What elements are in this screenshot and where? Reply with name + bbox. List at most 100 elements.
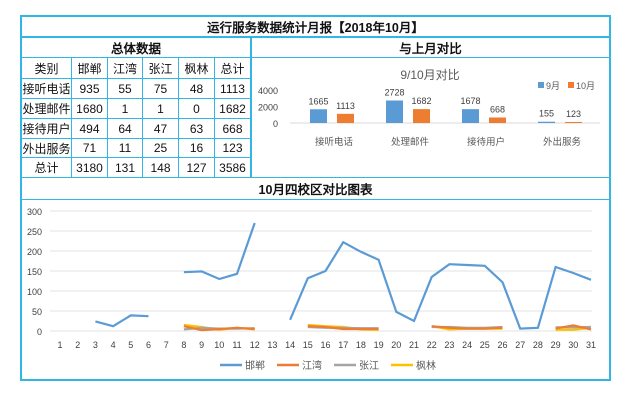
bar-label: 123 [566,109,581,119]
table-cell: 外出服务 [20,139,72,158]
y-tick: 50 [32,307,42,317]
legend-label: 10月 [576,81,595,91]
x-tick: 20 [391,340,401,350]
x-tick: 27 [515,340,525,350]
x-tick: 6 [146,340,151,350]
table-cell: 1680 [72,99,108,119]
bar-label: 155 [539,109,554,119]
x-tick: 24 [462,340,472,350]
table-cell: 0 [179,99,215,119]
line-邯郸 [95,222,592,330]
x-tick: 13 [267,340,277,350]
x-tick: 接听电话 [315,136,354,148]
x-tick: 11 [232,340,241,350]
x-tick: 26 [497,340,507,350]
column-header: 张江 [143,58,179,79]
x-tick: 30 [568,340,578,350]
table-cell: 处理邮件 [20,99,72,119]
x-tick: 4 [111,340,116,350]
bar-label: 1682 [411,96,431,106]
bar-9月 [538,121,555,123]
x-tick: 1 [57,340,62,350]
x-tick: 16 [320,340,330,350]
table-cell: 123 [215,139,252,158]
y-tick: 0 [273,119,278,129]
column-header: 邯郸 [72,58,108,79]
x-tick: 25 [480,340,490,350]
x-tick: 19 [374,340,384,350]
table-cell: 16 [179,139,215,158]
table-cell: 494 [72,119,108,139]
x-tick: 17 [338,340,348,350]
table-cell: 1 [143,99,179,119]
bar-9月 [462,109,479,123]
table-cell: 总计 [20,158,72,178]
line-江湾 [183,324,592,332]
bar-label: 1678 [460,96,480,106]
y-tick: 200 [27,247,42,257]
y-tick: 150 [27,267,42,277]
table-cell: 131 [108,158,143,178]
legend-label: 邯郸 [245,359,265,372]
bar-10月 [565,121,582,123]
x-tick: 10 [214,340,224,350]
table-cell: 3180 [72,158,108,178]
table-cell: 64 [108,119,143,139]
legend-swatch [538,82,544,88]
bar-10月 [489,117,506,123]
x-tick: 29 [551,340,561,350]
x-tick: 7 [164,340,169,350]
x-tick: 18 [356,340,366,350]
table-cell: 1 [108,99,143,119]
x-tick: 15 [303,340,313,350]
table-cell: 3586 [215,158,252,178]
table-cell: 接待用户 [20,119,72,139]
bar-9月 [386,100,403,123]
bar-label: 1113 [336,101,355,111]
y-tick: 250 [27,227,42,237]
x-tick: 8 [181,340,186,350]
table-cell: 48 [179,79,215,99]
x-tick: 9 [199,340,204,350]
bar-9月 [310,109,327,123]
y-tick: 0 [37,327,42,337]
x-tick: 2 [75,340,80,350]
bar-label: 1665 [308,96,328,106]
x-tick: 12 [250,340,260,350]
table-cell: 55 [108,79,143,99]
legend-label: 江湾 [302,359,322,372]
table-cell: 668 [215,119,252,139]
table-cell: 935 [72,79,108,99]
bar-chart-panel: 9/10月对比 0 2000 4000 1665 1113 接听电话 2728 1682 处理邮件… [252,58,611,178]
y-tick: 4000 [258,86,278,96]
table-cell: 75 [143,79,179,99]
bar-10月 [413,109,430,123]
bar-label: 668 [490,104,505,114]
x-tick: 处理邮件 [391,136,430,148]
chart-header: 10月四校区对比图表 [20,178,611,200]
x-tick: 28 [533,340,543,350]
table-cell: 63 [179,119,215,139]
legend-label: 张江 [359,360,379,372]
table-cell: 127 [179,158,215,178]
y-tick: 100 [27,287,42,297]
legend-label: 枫林 [416,359,436,372]
table-cell: 接听电话 [20,79,72,99]
table-cell: 1682 [215,99,252,119]
table-cell: 148 [143,158,179,178]
x-tick: 外出服务 [543,136,582,148]
column-header: 类别 [20,58,72,79]
legend-swatch [568,82,574,88]
column-header: 江湾 [108,58,143,79]
right-header: 与上月对比 [252,38,611,58]
left-header: 总体数据 [20,38,252,58]
x-tick: 3 [93,340,98,350]
bar-10月 [337,113,354,123]
table-cell: 47 [143,119,179,139]
x-tick: 23 [444,340,454,350]
column-header: 总计 [215,58,252,79]
table-cell: 71 [72,139,108,158]
x-tick: 22 [427,340,437,350]
y-tick: 300 [27,207,42,217]
x-tick: 21 [409,340,419,350]
